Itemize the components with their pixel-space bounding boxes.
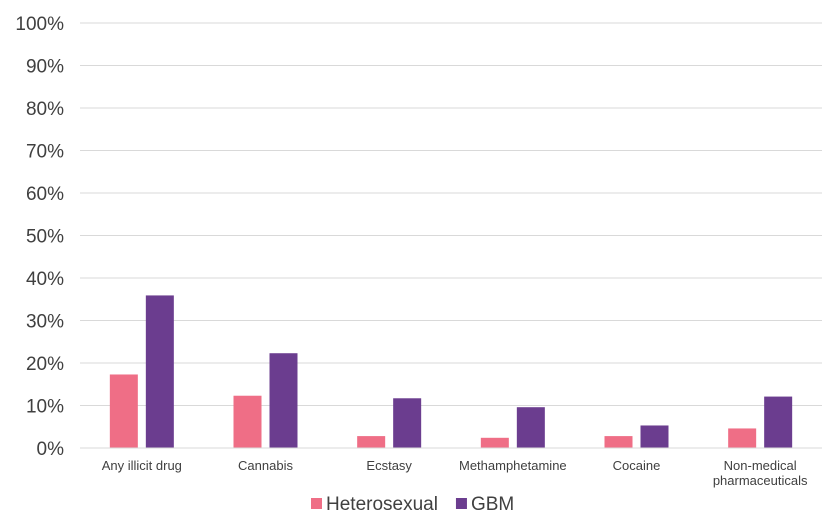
y-axis-ticks: 0% 10% 20% 30% 40% 50% 60% 70% 80% 90% 100% [15,14,64,460]
bar-gbm [516,407,545,448]
bar-heterosexual [233,395,262,448]
bar-heterosexual [480,437,509,448]
bar-gbm [393,398,422,448]
x-tick-label-line: Cannabis [238,458,293,473]
y-tick-label: 60% [26,184,64,205]
x-tick-label-line: pharmaceuticals [713,473,808,488]
y-tick-label: 20% [26,354,64,375]
bar-gbm [640,425,669,448]
x-tick-label-line: Methamphetamine [459,458,567,473]
y-tick-label: 40% [26,269,64,290]
bar-gbm [764,396,793,448]
x-tick-label: Ecstasy [366,458,412,473]
x-tick-label-line: Any illicit drug [102,458,182,473]
bar-gbm [269,353,298,448]
y-tick-label: 10% [26,397,64,418]
bar-heterosexual [728,428,757,448]
y-tick-label: 0% [37,439,65,460]
legend: Heterosexual GBM [311,494,514,515]
legend-swatch-gbm [455,498,467,509]
y-tick-label: 100% [15,14,64,35]
y-tick-label: 80% [26,99,64,120]
y-tick-label: 90% [26,57,64,78]
x-tick-label-line: Ecstasy [366,458,412,473]
x-tick-label-line: Non-medical [724,458,797,473]
gridlines [80,22,822,406]
bar-heterosexual [604,436,633,448]
x-tick-label: Cannabis [238,458,293,473]
x-tick-label: Cocaine [613,458,661,473]
x-tick-label: Non-medical pharmaceuticals [713,458,808,488]
legend-label: Heterosexual [326,494,438,515]
y-tick-label: 30% [26,312,64,333]
x-tick-label: Methamphetamine [459,458,567,473]
bar-heterosexual [357,436,386,448]
x-tick-label: Any illicit drug [102,458,182,473]
y-tick-label: 70% [26,142,64,163]
legend-label: GBM [471,494,514,515]
x-axis-categories: Any illicit drug Cannabis Ecstasy Methamphe… [102,458,808,488]
x-tick-label-line: Cocaine [613,458,661,473]
bars [109,295,793,448]
y-tick-label: 50% [26,227,64,248]
bar-gbm [145,295,174,448]
legend-swatch-heterosexual [311,498,322,509]
bar-heterosexual [109,374,138,448]
